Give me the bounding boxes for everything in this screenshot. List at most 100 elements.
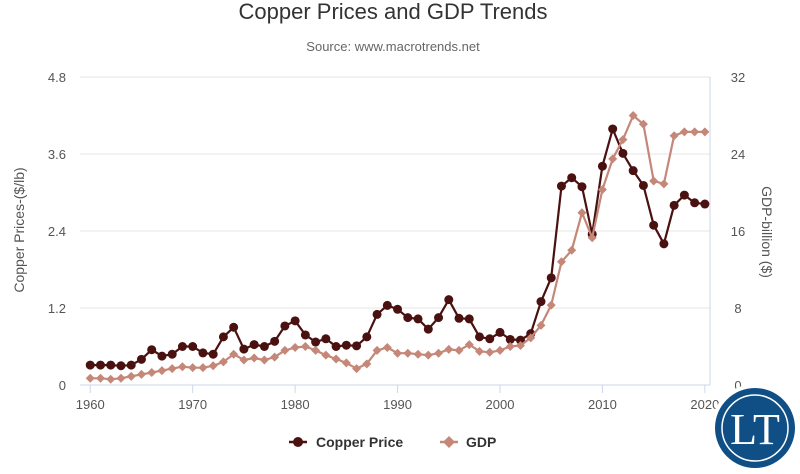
copper-price-point xyxy=(649,220,659,230)
copper-price-point xyxy=(700,199,710,209)
gdp-point xyxy=(464,340,474,350)
gdp-point xyxy=(352,364,362,374)
copper-price-point xyxy=(311,337,321,347)
gdp-point xyxy=(136,369,146,379)
copper-price-point xyxy=(188,342,198,351)
copper-price-point xyxy=(198,348,208,358)
y-right-tick-label: 0 xyxy=(734,378,741,393)
y-right-tick-label: 32 xyxy=(731,70,745,85)
gdp-point xyxy=(188,363,198,373)
gdp-point xyxy=(393,348,403,358)
copper-price-point xyxy=(229,322,239,332)
gdp-point xyxy=(341,358,351,368)
x-tick-label: 1980 xyxy=(281,397,310,412)
y-left-tick-label: 4.8 xyxy=(48,70,66,85)
copper-price-point xyxy=(259,342,269,351)
copper-price-point xyxy=(249,340,259,350)
copper-price-point xyxy=(495,327,505,337)
copper-price-point xyxy=(352,341,362,351)
copper-price-point xyxy=(597,161,607,171)
copper-price-point xyxy=(638,180,648,190)
copper-price-point xyxy=(126,360,136,370)
copper-price-point xyxy=(485,334,495,344)
copper-price-point xyxy=(434,313,444,323)
y-right-tick-label: 8 xyxy=(734,301,741,316)
gdp-point xyxy=(126,371,136,381)
chart-title: Copper Prices and GDP Trends xyxy=(239,0,548,24)
gdp-legend-label: GDP xyxy=(466,434,496,450)
lt-logo-text: LT xyxy=(730,405,780,454)
gdp-point xyxy=(300,342,310,351)
gdp-point xyxy=(669,131,679,141)
gdp-point xyxy=(434,348,444,358)
lt-logo-disc xyxy=(715,388,795,468)
gdp-point xyxy=(454,345,464,355)
copper-price-point xyxy=(136,354,146,364)
gdp-point xyxy=(167,364,177,374)
gdp-point xyxy=(413,349,423,359)
gdp-point xyxy=(106,374,116,384)
copper-price-point xyxy=(116,361,126,371)
gdp-point xyxy=(618,135,628,145)
copper-price-point xyxy=(618,148,628,158)
gdp-point xyxy=(259,355,269,365)
gdp-point xyxy=(556,257,566,267)
gdp-point xyxy=(700,127,710,137)
gdp-point xyxy=(505,342,515,351)
y-axis-left-title: Copper Prices-($/lb) xyxy=(11,167,27,292)
copper-price-point xyxy=(270,336,280,346)
gdp-point xyxy=(526,333,536,343)
gdp-point xyxy=(208,361,218,371)
gdp-point xyxy=(321,350,331,360)
x-tick-label: 2020 xyxy=(690,397,719,412)
copper-price-point xyxy=(218,332,228,342)
gdp-point xyxy=(95,373,105,383)
copper-price-point xyxy=(505,334,515,344)
gdp-point xyxy=(198,363,208,373)
gdp-point xyxy=(270,352,280,362)
copper-price-point xyxy=(321,334,331,344)
copper-price-point xyxy=(454,313,464,323)
copper-price-point xyxy=(208,349,218,359)
gdp-point xyxy=(382,342,392,352)
copper-price-point xyxy=(280,321,290,331)
gdp-point xyxy=(362,359,372,369)
copper-price-point xyxy=(608,124,618,134)
gdp-point xyxy=(495,345,505,355)
legend-item-copper-price[interactable]: Copper Price xyxy=(289,434,403,450)
gdp-point xyxy=(249,353,259,363)
copper-price-point xyxy=(628,166,638,176)
gdp-point xyxy=(372,345,382,355)
chart-subtitle: Source: www.macrotrends.net xyxy=(306,39,480,54)
copper-price-point xyxy=(679,190,689,200)
x-tick-label: 1960 xyxy=(76,397,105,412)
copper-price-point xyxy=(372,309,382,319)
x-tick-label: 2010 xyxy=(588,397,617,412)
copper-price-point xyxy=(290,316,300,326)
gdp-point xyxy=(403,348,413,358)
y-axis-right-title: GDP-billion ($) xyxy=(759,186,775,278)
lt-logo-inner-ring xyxy=(721,394,789,462)
gdp-point xyxy=(177,362,187,372)
copper-price-point xyxy=(341,340,351,350)
gdp-point xyxy=(659,179,669,189)
gdp-point xyxy=(485,347,495,357)
gdp-point xyxy=(587,233,597,243)
copper-price-point xyxy=(106,360,116,370)
gdp-point xyxy=(546,300,556,310)
copper-price-point xyxy=(362,332,372,342)
copper-price-line xyxy=(90,127,706,367)
gdp-point xyxy=(229,349,239,359)
gdp-point xyxy=(423,350,433,360)
gdp-point xyxy=(444,344,454,354)
copper-price-point xyxy=(147,345,157,355)
copper-price-point xyxy=(300,330,310,340)
copper-price-point xyxy=(546,273,556,283)
legend-item-gdp[interactable]: GDP xyxy=(440,434,496,450)
copper-price-point xyxy=(85,360,95,370)
gdp-point xyxy=(239,355,249,365)
y-left-tick-label: 3.6 xyxy=(48,147,66,162)
copper-price-point xyxy=(536,297,546,307)
gdp-legend-marker xyxy=(443,436,455,448)
